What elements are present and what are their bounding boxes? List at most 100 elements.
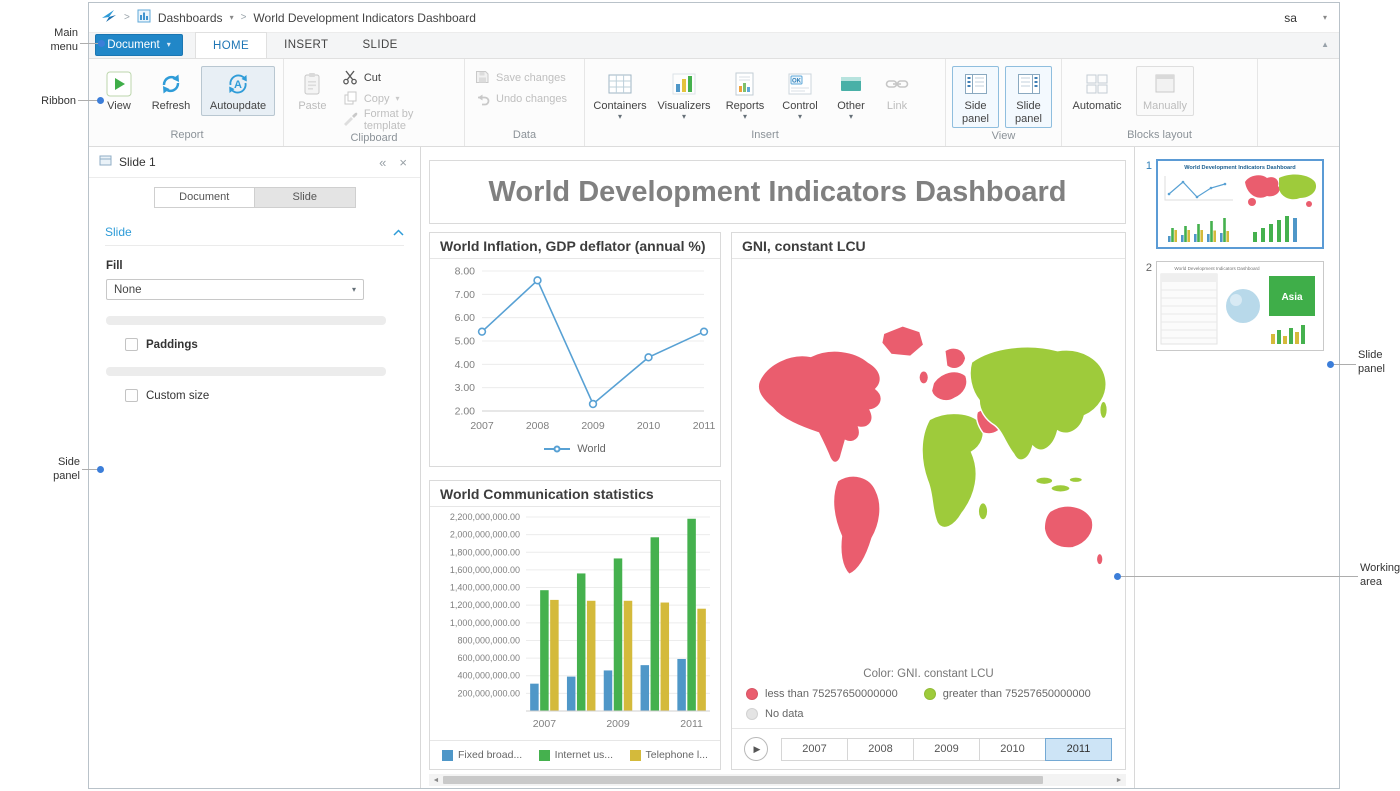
refresh-button[interactable]: Refresh: [145, 66, 197, 116]
containers-button[interactable]: Containers ▾: [591, 66, 649, 124]
scrollbar-thumb[interactable]: [443, 776, 1043, 784]
visualizers-button[interactable]: Visualizers ▾: [653, 66, 715, 124]
undo-changes-button[interactable]: Undo changes: [471, 89, 570, 109]
document-menu-button[interactable]: Document ▾: [95, 34, 183, 56]
year-button-2011[interactable]: 2011: [1045, 737, 1112, 761]
year-button-2010[interactable]: 2010: [979, 737, 1046, 761]
control-button[interactable]: OK Control ▾: [775, 66, 825, 124]
other-button[interactable]: Other ▾: [829, 66, 873, 124]
map-region-greenland[interactable]: [880, 325, 925, 358]
map-region-japan[interactable]: [1098, 400, 1109, 420]
map-region-north-america[interactable]: [757, 350, 883, 464]
svg-text:3.00: 3.00: [455, 382, 476, 394]
reports-button[interactable]: Reports ▾: [719, 66, 771, 124]
tab-insert[interactable]: INSERT: [284, 39, 329, 51]
world-series-label: World: [577, 443, 606, 455]
paddings-checkbox[interactable]: [125, 338, 138, 351]
tab-slide[interactable]: Slide: [254, 188, 355, 207]
svg-text:800,000,000.00: 800,000,000.00: [457, 635, 520, 645]
map-region-europe[interactable]: [930, 370, 968, 402]
svg-text:World Development Indicators D: World Development Indicators Dashboard: [1174, 266, 1260, 271]
breadcrumb-dashboards[interactable]: Dashboards: [157, 10, 223, 25]
format-by-template-button[interactable]: Format by template: [339, 108, 458, 132]
side-panel-title: Slide 1: [119, 155, 156, 169]
containers-label: Containers: [593, 100, 647, 112]
ribbon-group-label-view: View: [991, 130, 1016, 143]
communication-chart-panel[interactable]: World Communication statistics 2,200,000…: [429, 480, 721, 770]
fill-select[interactable]: None ▾: [106, 279, 364, 300]
save-changes-button[interactable]: Save changes: [471, 68, 570, 88]
world-map: [757, 325, 1109, 576]
slide-thumbnail-2[interactable]: World Development Indicators Dashboard A…: [1156, 261, 1324, 351]
cut-button[interactable]: Cut: [339, 68, 458, 88]
paste-button[interactable]: Paste: [290, 66, 335, 116]
map-region-asia[interactable]: [969, 346, 1107, 461]
slide-panel-toggle-button[interactable]: Slide panel: [1005, 66, 1052, 129]
other-label: Other: [837, 100, 865, 112]
tab-home[interactable]: HOME: [195, 32, 268, 58]
user-menu-chevron-icon[interactable]: ▾: [1322, 13, 1327, 22]
custom-size-checkbox[interactable]: [125, 389, 138, 402]
year-button-2008[interactable]: 2008: [847, 737, 914, 761]
map-region-madagascar[interactable]: [977, 501, 989, 521]
map-region-indonesia[interactable]: [1068, 476, 1084, 484]
close-panel-icon[interactable]: ×: [399, 154, 407, 170]
annotation-line-working-area: [1121, 576, 1358, 577]
side-panel-tabs: Document Slide: [153, 187, 356, 208]
map-region-australia[interactable]: [1043, 505, 1094, 549]
slide-thumbnail-1[interactable]: World Development Indicators Dashboard: [1156, 159, 1324, 249]
map-region-africa[interactable]: [921, 412, 985, 529]
svg-text:1,000,000,000.00: 1,000,000,000.00: [450, 618, 520, 628]
scroll-right-icon[interactable]: ►: [1115, 776, 1123, 784]
link-button[interactable]: Link: [877, 66, 917, 116]
tab-document[interactable]: Document: [154, 188, 254, 207]
scroll-left-icon[interactable]: ◄: [432, 776, 440, 784]
autoupdate-label: Autoupdate: [209, 100, 267, 112]
paste-label: Paste: [298, 100, 327, 112]
user-name[interactable]: sa: [1284, 10, 1297, 25]
copy-button[interactable]: Copy ▾: [339, 89, 458, 109]
svg-text:2008: 2008: [526, 420, 550, 432]
paddings-row: Paddings: [125, 338, 403, 351]
scissors-icon: [342, 69, 358, 88]
tab-slide[interactable]: SLIDE: [362, 39, 398, 51]
dashboard-title-panel[interactable]: World Development Indicators Dashboard: [429, 160, 1126, 224]
legend-label: Internet us...: [554, 749, 614, 761]
slide-number: 1: [1145, 160, 1152, 172]
map-region-indonesia[interactable]: [1050, 483, 1071, 493]
map-region-new-zealand[interactable]: [1095, 552, 1104, 566]
map-region-south-america[interactable]: [832, 475, 881, 576]
svg-text:OK: OK: [792, 78, 802, 84]
svg-text:2011: 2011: [693, 420, 716, 432]
year-button-2007[interactable]: 2007: [781, 737, 848, 761]
map-region-uk[interactable]: [918, 370, 930, 385]
map-panel[interactable]: GNI, constant LCU: [731, 232, 1126, 770]
manually-button[interactable]: Manually: [1136, 66, 1194, 116]
ribbon-collapse-icon[interactable]: ▲: [1321, 40, 1329, 49]
horizontal-scrollbar[interactable]: ◄ ►: [429, 774, 1126, 786]
chevron-down-icon: ▾: [395, 94, 400, 103]
reports-icon: [732, 70, 758, 97]
map-region-scandinavia[interactable]: [943, 347, 967, 370]
view-button[interactable]: View: [97, 66, 141, 116]
autoupdate-button[interactable]: A Autoupdate: [201, 66, 275, 116]
slide-number: 2: [1145, 262, 1152, 274]
ribbon-group-label-insert: Insert: [751, 129, 779, 141]
chevron-down-icon[interactable]: ▾: [229, 13, 234, 22]
svg-text:2,000,000,000.00: 2,000,000,000.00: [450, 530, 520, 540]
collapse-panel-icon[interactable]: «: [379, 154, 387, 170]
year-button-2009[interactable]: 2009: [913, 737, 980, 761]
chevron-up-icon[interactable]: [393, 225, 404, 239]
svg-text:A: A: [234, 79, 242, 91]
map-region-indonesia[interactable]: [1034, 476, 1054, 486]
inflation-chart-panel[interactable]: World Inflation, GDP deflator (annual %)…: [429, 232, 721, 467]
world-map-area: [732, 259, 1125, 666]
save-changes-label: Save changes: [496, 72, 566, 84]
slide-section-header[interactable]: Slide: [105, 225, 404, 246]
automatic-button[interactable]: Automatic: [1068, 66, 1126, 116]
format-by-template-label: Format by template: [363, 108, 414, 132]
working-area[interactable]: World Development Indicators Dashboard W…: [421, 147, 1134, 788]
side-panel-toggle-button[interactable]: Side panel: [952, 66, 999, 129]
play-button[interactable]: ▶: [744, 737, 768, 761]
visualizers-label: Visualizers: [657, 100, 711, 112]
